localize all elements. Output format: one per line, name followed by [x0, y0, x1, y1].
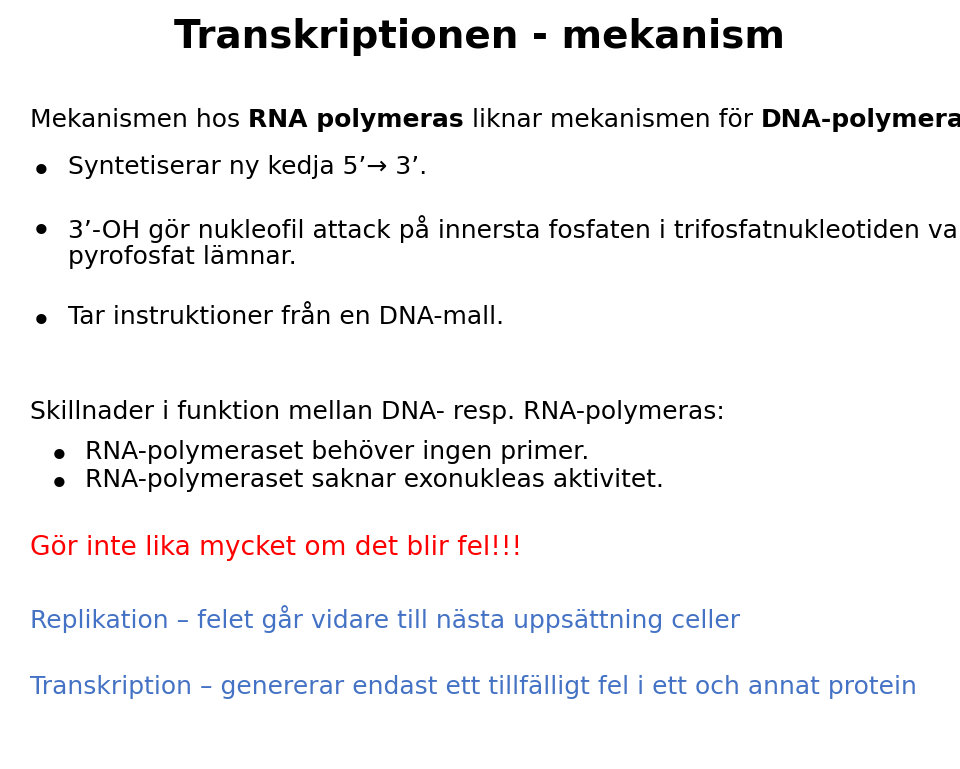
Text: pyrofosfat lämnar.: pyrofosfat lämnar. [68, 245, 297, 269]
Text: •: • [32, 218, 51, 246]
Text: •: • [50, 471, 69, 499]
Text: •: • [50, 443, 69, 471]
Text: liknar mekanismen för: liknar mekanismen för [464, 108, 761, 132]
Text: RNA polymeras: RNA polymeras [248, 108, 464, 132]
Text: RNA-polymeraset behöver ingen primer.: RNA-polymeraset behöver ingen primer. [85, 440, 589, 464]
Text: Gör inte lika mycket om det blir fel!!!: Gör inte lika mycket om det blir fel!!! [30, 535, 522, 561]
Text: 3’-OH gör nukleofil attack på innersta fosfaten i trifosfatnukleotiden varvid: 3’-OH gör nukleofil attack på innersta f… [68, 215, 960, 243]
Text: Transkription – genererar endast ett tillfälligt fel i ett och annat protein: Transkription – genererar endast ett til… [30, 675, 917, 699]
Text: •: • [32, 308, 51, 336]
Text: Mekanismen hos: Mekanismen hos [30, 108, 248, 132]
Text: Skillnader i funktion mellan DNA- resp. RNA-polymeras:: Skillnader i funktion mellan DNA- resp. … [30, 400, 725, 424]
Text: RNA-polymeraset saknar exonukleas aktivitet.: RNA-polymeraset saknar exonukleas aktivi… [85, 468, 664, 492]
Text: DNA-polymerasets: DNA-polymerasets [761, 108, 960, 132]
Text: Transkriptionen - mekanism: Transkriptionen - mekanism [175, 18, 785, 56]
Text: Replikation – felet går vidare till nästa uppsättning celler: Replikation – felet går vidare till näst… [30, 605, 740, 633]
Text: Tar instruktioner från en DNA-mall.: Tar instruktioner från en DNA-mall. [68, 305, 504, 329]
Text: •: • [32, 158, 51, 186]
Text: Syntetiserar ny kedja 5’→ 3’.: Syntetiserar ny kedja 5’→ 3’. [68, 155, 427, 179]
